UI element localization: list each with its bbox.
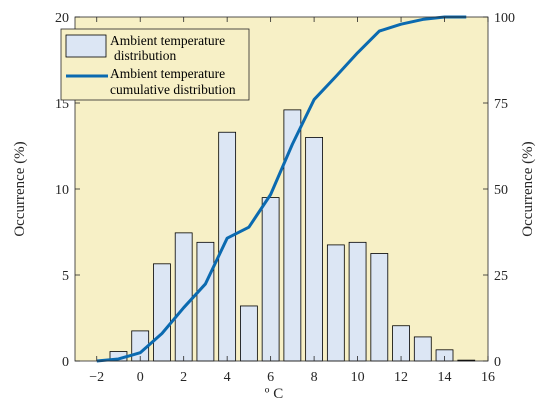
- bar-14: [413, 336, 432, 362]
- bar-2: [153, 263, 171, 362]
- x-tick-label: 0: [137, 370, 144, 385]
- y-right-tick-label: 0: [494, 355, 501, 370]
- bar-12: [370, 253, 389, 362]
- bar-13: [392, 325, 410, 362]
- x-tick-label: 2: [180, 370, 187, 385]
- x-tick-label: −2: [89, 370, 104, 385]
- y-right-tick-label: 75: [494, 97, 508, 112]
- legend-label-line-line2: cumulative distribution: [110, 82, 236, 97]
- legend: Ambient temperature distribution Ambient…: [60, 28, 250, 101]
- bar-4: [196, 241, 215, 362]
- x-tick-label: 16: [481, 370, 495, 385]
- bar-6: [240, 305, 258, 362]
- y-left-tick-label: 15: [55, 97, 69, 112]
- x-tick-label: 12: [394, 370, 408, 385]
- legend-label-line-line1: Ambient temperature: [110, 66, 225, 81]
- cumulative-line: [96, 15, 467, 363]
- bar-9: [305, 136, 323, 362]
- y-left-tick-label: 5: [62, 269, 69, 284]
- legend-label-bar-line1: Ambient temperature: [110, 33, 225, 48]
- y-left-tick-label: 10: [55, 183, 69, 198]
- x-axis-label: º C: [265, 386, 283, 402]
- x-tick-label: 8: [311, 370, 318, 385]
- legend-swatch-bar: [65, 34, 107, 58]
- bars-group: [109, 109, 476, 362]
- bar-11: [348, 241, 367, 362]
- y-right-tick-label: 100: [494, 11, 515, 26]
- bar-5: [218, 131, 237, 362]
- legend-label-bar-line2: distribution: [114, 48, 177, 63]
- bar-10: [326, 244, 345, 362]
- y-right-tick-label: 50: [494, 183, 508, 198]
- bar-7: [261, 197, 280, 362]
- x-tick-label: 10: [351, 370, 365, 385]
- x-tick-label: 6: [267, 370, 274, 385]
- bar-3: [174, 232, 193, 362]
- y-axis-right-label: Occurrence (%): [520, 141, 536, 236]
- y-axis-left-label: Occurrence (%): [12, 141, 28, 236]
- y-right-tick-label: 25: [494, 269, 508, 284]
- y-left-tick-label: 20: [55, 11, 69, 26]
- y-left-tick-label: 0: [62, 355, 69, 370]
- x-tick-label: 14: [438, 370, 452, 385]
- x-tick-label: 4: [224, 370, 231, 385]
